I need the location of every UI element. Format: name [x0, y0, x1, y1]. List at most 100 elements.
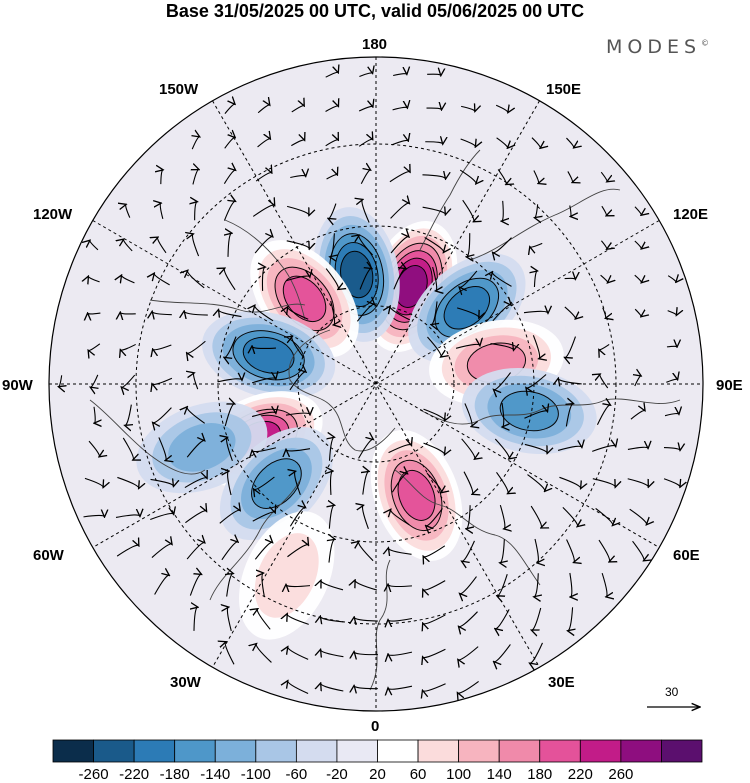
- wind-vector: [286, 449, 311, 451]
- wind-vector: [566, 539, 575, 563]
- wind-vector: [565, 336, 576, 358]
- wind-vector: [464, 403, 472, 426]
- wind-vector: [359, 268, 372, 290]
- wind-vector: [185, 511, 206, 524]
- wind-vector: [388, 617, 413, 621]
- wind-vector: [320, 616, 344, 622]
- wind-vector: [424, 237, 444, 252]
- wind-vector: [534, 204, 537, 217]
- colorbar-swatch: [661, 739, 703, 763]
- wind-vector: [393, 269, 406, 290]
- wind-vector: [184, 311, 208, 315]
- lon-label-30w: 30W: [170, 674, 201, 691]
- colorbar-tick-label: 100: [446, 766, 472, 783]
- wind-vector: [90, 240, 99, 251]
- wind-vector: [600, 374, 609, 389]
- wind-vector: [666, 379, 677, 383]
- wind-vector: [223, 201, 235, 221]
- wind-vector: [663, 448, 680, 451]
- wind-vector: [390, 306, 411, 321]
- wind-vector: [596, 405, 610, 425]
- wind-vector: [564, 306, 576, 319]
- wind-vector: [227, 573, 234, 597]
- wind-vector: [664, 414, 679, 417]
- colorbar-swatch: [620, 739, 662, 763]
- wind-vector: [391, 140, 409, 146]
- wind-vector: [255, 173, 272, 182]
- wind-vector: [526, 374, 547, 388]
- wind-vector: [359, 235, 374, 256]
- colorbar-tick-label: -20: [326, 766, 348, 783]
- wind-vector: [534, 538, 538, 563]
- lon-label-180: 180: [362, 36, 388, 53]
- colorbar-tick-label: -140: [200, 766, 231, 783]
- wind-vector: [252, 512, 275, 522]
- wind-vector: [663, 478, 680, 487]
- wind-vector: [530, 642, 543, 663]
- wind-vector: [126, 204, 131, 218]
- wind-vector: [187, 340, 206, 353]
- wind-vector: [288, 681, 309, 694]
- colorbar-swatch: [336, 739, 378, 763]
- wind-vector: [254, 542, 272, 560]
- wind-vector: [388, 651, 413, 655]
- lon-label-150e: 150E: [546, 81, 582, 98]
- wind-vector: [527, 474, 544, 492]
- wind-vector: [188, 270, 205, 289]
- wind-vector: [627, 478, 649, 487]
- colorbar-swatch: [133, 739, 176, 763]
- wind-vector: [457, 680, 479, 693]
- wind-vector: [120, 343, 136, 350]
- wind-vector: [326, 175, 338, 180]
- colorbar-tick-label: 20: [369, 766, 386, 783]
- wind-vector: [558, 378, 582, 384]
- wind-vector: [500, 539, 505, 563]
- wind-vector: [602, 307, 606, 319]
- wind-vector: [257, 609, 271, 630]
- wind-vector: [423, 408, 445, 421]
- wind-vector: [292, 336, 305, 358]
- wind-vector: [634, 274, 642, 283]
- wind-vector: [117, 476, 138, 488]
- wind-vector: [496, 137, 508, 148]
- wind-vector: [388, 548, 412, 555]
- wind-vector: [325, 268, 338, 290]
- wind-vector: [423, 648, 446, 657]
- wind-vector: [499, 504, 505, 529]
- colorbar-tick-label: -260: [78, 766, 109, 783]
- polar-stereographic-map: [48, 56, 704, 712]
- wind-vector: [389, 172, 410, 183]
- wind-vector: [121, 275, 135, 283]
- wind-vector: [532, 335, 539, 358]
- wind-vector: [90, 374, 98, 387]
- wind-vector: [289, 508, 305, 527]
- wind-vector: [355, 580, 378, 591]
- colorbar-swatch: [255, 739, 297, 763]
- wind-vector: [153, 344, 172, 350]
- wind-vector: [120, 312, 136, 314]
- wind-vector: [458, 611, 478, 627]
- copyright-mark: ©: [701, 38, 710, 48]
- wind-vector: [432, 266, 437, 291]
- wind-vector: [363, 471, 369, 495]
- wind-vector: [150, 513, 173, 521]
- wind-vector: [466, 505, 470, 529]
- wind-vector: [531, 137, 540, 149]
- wind-vector: [600, 171, 607, 182]
- wind-vector: [600, 274, 608, 283]
- wind-vector: [94, 406, 95, 423]
- wind-vector: [219, 510, 240, 524]
- wind-vector: [533, 170, 539, 183]
- wind-vector: [466, 233, 469, 257]
- brand-text: MODES: [606, 36, 702, 58]
- wind-vector: [88, 276, 100, 282]
- wind-vector: [252, 447, 277, 452]
- wind-vector: [388, 685, 413, 689]
- wind-vector: [262, 267, 265, 291]
- wind-vector: [257, 139, 271, 148]
- wind-vector: [598, 539, 610, 562]
- wind-vector: [423, 580, 446, 590]
- wind-vector: [192, 137, 200, 150]
- wind-vector: [523, 311, 548, 313]
- wind-vector: [224, 104, 235, 114]
